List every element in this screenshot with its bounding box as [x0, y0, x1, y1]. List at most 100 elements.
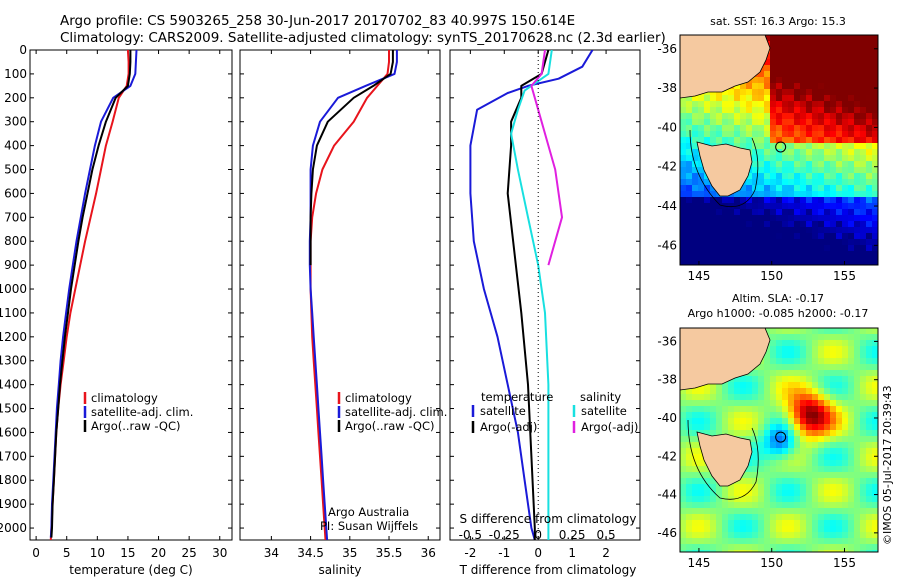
sst-cell	[680, 131, 686, 137]
sst-cell	[866, 119, 872, 125]
sla-cell	[716, 400, 722, 406]
depth-tick-label: 900	[4, 258, 27, 272]
sst-cell	[788, 47, 794, 53]
sla-cell	[818, 526, 824, 532]
sla-cell	[710, 544, 716, 550]
sst-cell	[752, 251, 758, 257]
sla-cell	[866, 454, 872, 460]
sla-cell	[776, 496, 782, 502]
sla-cell	[698, 544, 704, 550]
sst-cell	[692, 149, 698, 155]
sst-cell	[770, 143, 776, 149]
sst-cell	[824, 239, 830, 245]
sst-cell	[716, 239, 722, 245]
sst-cell	[842, 59, 848, 65]
sst-cell	[860, 245, 866, 251]
sla-cell	[686, 514, 692, 520]
sst-cell	[848, 53, 854, 59]
sla-cell	[800, 508, 806, 514]
sst-cell	[818, 239, 824, 245]
sla-cell	[860, 472, 866, 478]
sst-cell	[806, 149, 812, 155]
sla-cell	[860, 508, 866, 514]
sst-cell	[836, 245, 842, 251]
sla-cell	[800, 412, 806, 418]
sst-cell	[764, 203, 770, 209]
sla-cell	[824, 502, 830, 508]
sst-cell	[764, 197, 770, 203]
sst-cell	[800, 257, 806, 263]
sla-cell	[800, 334, 806, 340]
sla-cell	[836, 496, 842, 502]
sla-cell	[764, 412, 770, 418]
sla-cell	[824, 334, 830, 340]
sst-cell	[716, 203, 722, 209]
tasmania-shape	[696, 431, 753, 487]
sla-cell	[782, 484, 788, 490]
sla-cell	[800, 472, 806, 478]
sst-cell	[740, 143, 746, 149]
sst-cell	[800, 233, 806, 239]
sst-cell	[860, 107, 866, 113]
sst-cell	[692, 239, 698, 245]
sst-cell	[698, 221, 704, 227]
sst-cell	[764, 107, 770, 113]
sla-cell	[788, 370, 794, 376]
sla-cell	[818, 478, 824, 484]
sla-cell	[740, 424, 746, 430]
sst-cell	[806, 233, 812, 239]
sst-cell	[866, 251, 872, 257]
sla-cell	[752, 388, 758, 394]
sla-cell	[764, 352, 770, 358]
sst-cell	[860, 215, 866, 221]
sst-cell	[734, 197, 740, 203]
sst-cell	[806, 89, 812, 95]
sst-cell	[854, 95, 860, 101]
sla-cell	[782, 352, 788, 358]
sla-cell	[806, 418, 812, 424]
sla-cell	[818, 382, 824, 388]
sla-cell	[776, 388, 782, 394]
map-lon-label: 145	[687, 269, 710, 283]
sla-cell	[752, 532, 758, 538]
sla-cell	[716, 424, 722, 430]
sst-cell	[704, 119, 710, 125]
sst-cell	[728, 137, 734, 143]
sst-cell	[734, 137, 740, 143]
sst-cell	[872, 179, 878, 185]
sst-cell	[872, 101, 878, 107]
sla-cell	[692, 412, 698, 418]
sst-cell	[872, 95, 878, 101]
sst-cell	[716, 227, 722, 233]
sla-cell	[764, 496, 770, 502]
sla-cell	[716, 382, 722, 388]
sst-cell	[854, 221, 860, 227]
sla-cell	[842, 400, 848, 406]
sla-cell	[866, 436, 872, 442]
sst-cell	[782, 149, 788, 155]
sla-cell	[722, 514, 728, 520]
sla-cell	[872, 400, 878, 406]
sla-cell	[824, 526, 830, 532]
sla-cell	[734, 514, 740, 520]
sst-cell	[812, 263, 818, 265]
sla-cell	[866, 508, 872, 514]
sst-cell	[740, 185, 746, 191]
sla-cell	[788, 448, 794, 454]
sla-cell	[872, 508, 878, 514]
sla-cell	[800, 538, 806, 544]
sla-cell	[716, 520, 722, 526]
sla-cell	[800, 376, 806, 382]
sst-cell	[812, 149, 818, 155]
sst-cell	[686, 251, 692, 257]
sla-cell	[722, 544, 728, 550]
sst-cell	[812, 95, 818, 101]
sla-cell	[722, 526, 728, 532]
sla-cell	[704, 472, 710, 478]
sla-cell	[782, 514, 788, 520]
sst-cell	[764, 185, 770, 191]
sst-cell	[854, 215, 860, 221]
sla-cell	[830, 454, 836, 460]
sla-cell	[710, 424, 716, 430]
sst-cell	[758, 101, 764, 107]
